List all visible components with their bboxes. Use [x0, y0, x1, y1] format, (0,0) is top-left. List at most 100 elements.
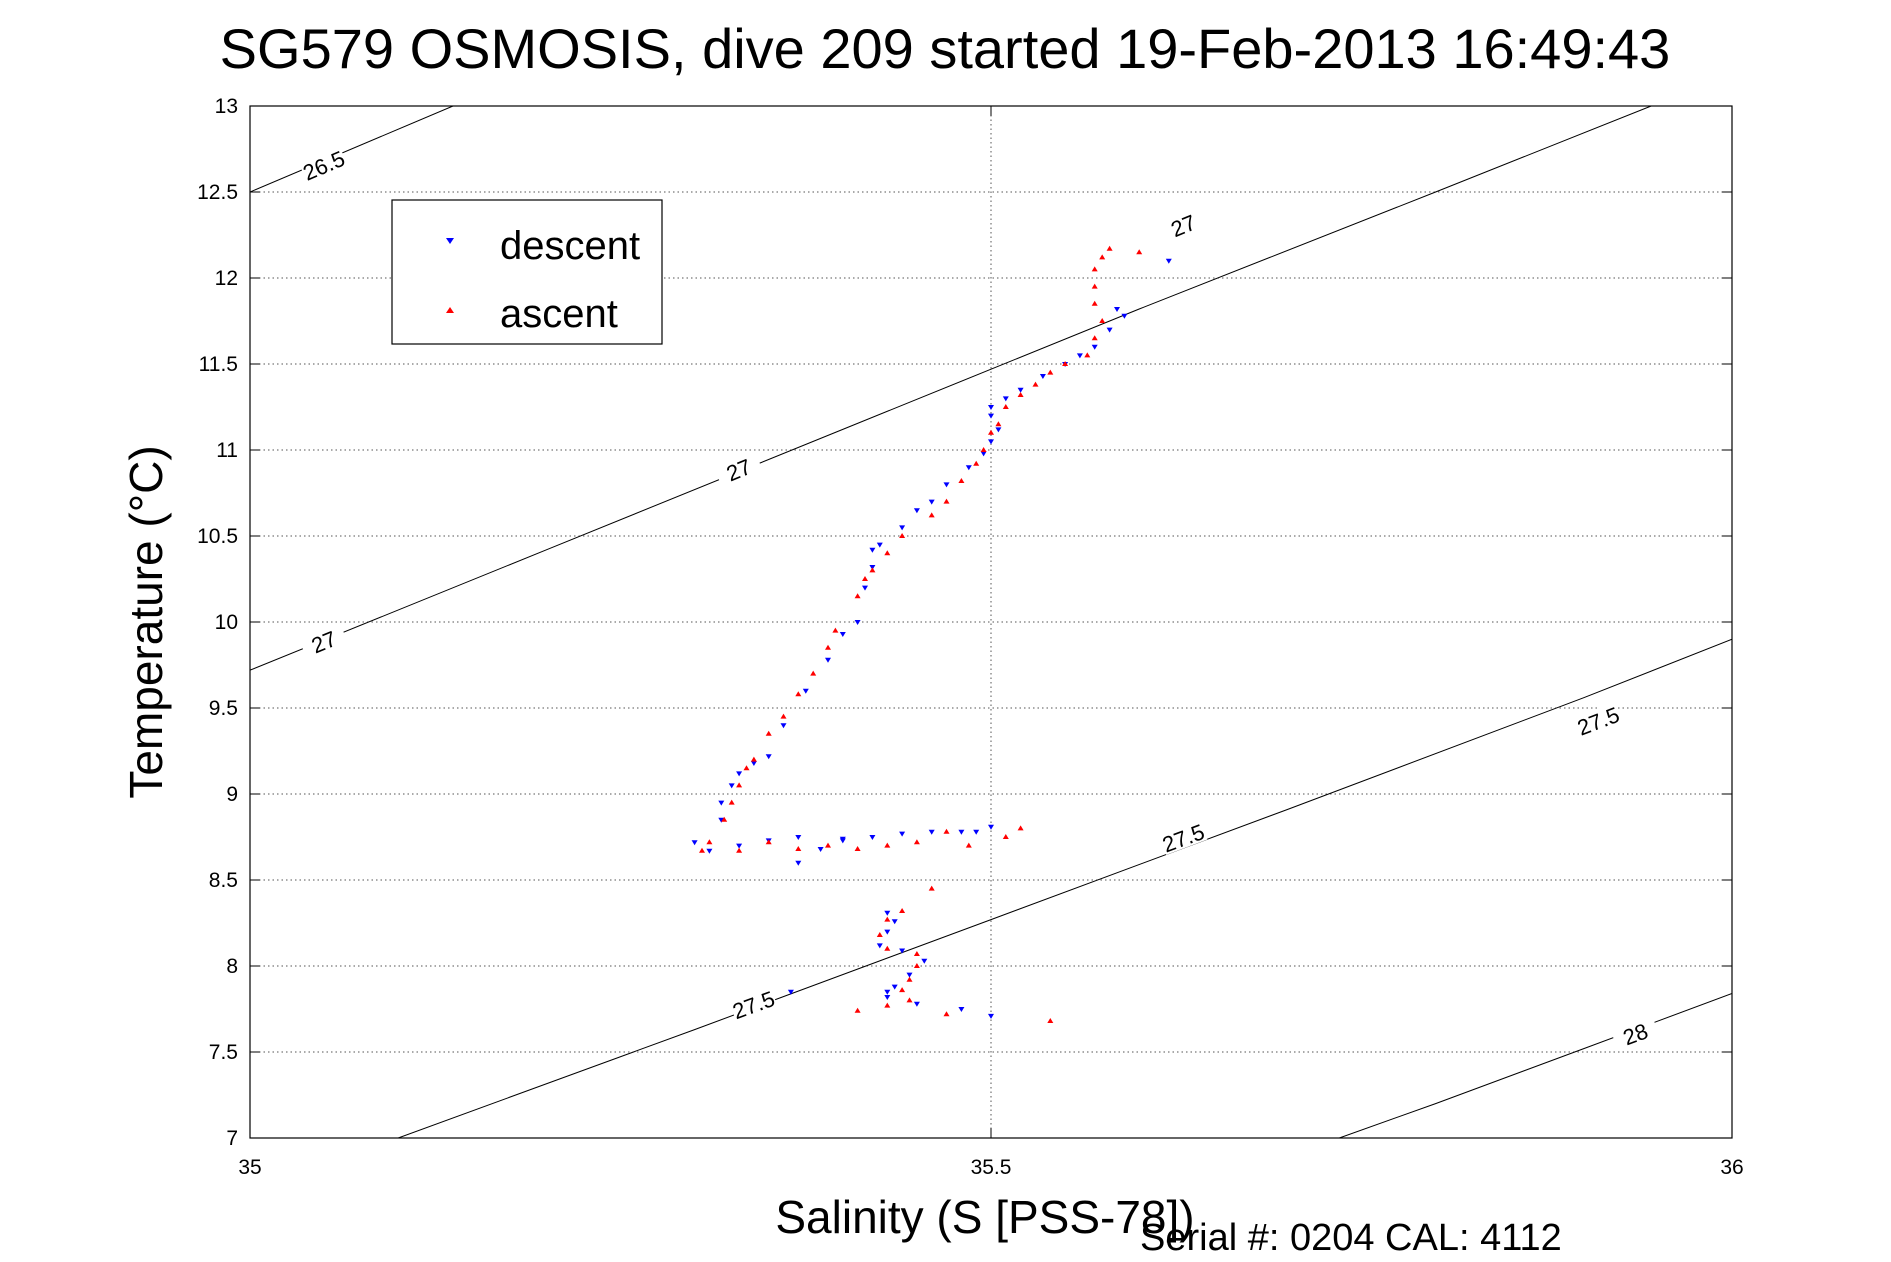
descent-point: [718, 817, 725, 823]
legend: descent ascent: [391, 199, 663, 345]
ascent-point: [1106, 245, 1113, 251]
descent-point: [825, 657, 831, 663]
contour-line-27-5: [398, 638, 1732, 1138]
descent-point: [988, 405, 994, 410]
y-tick-label: 10.5: [197, 525, 238, 548]
ascent-point: [736, 782, 743, 788]
ascent-point: [943, 498, 950, 504]
descent-point: [899, 831, 906, 837]
ascent-point: [884, 1002, 891, 1008]
ascent-point: [832, 627, 839, 633]
ascent-point: [1017, 392, 1024, 397]
y-tick-label: 9: [226, 783, 238, 806]
data-points: [691, 245, 1172, 1023]
ascent-point: [1091, 283, 1098, 289]
ascent-point: [869, 567, 876, 573]
y-tick-label: 9.5: [209, 697, 238, 720]
descent-point: [876, 542, 883, 548]
descent-point: [869, 547, 876, 553]
ascent-point: [1091, 300, 1098, 306]
series-ascent: [699, 245, 1143, 1023]
descent-point: [958, 829, 965, 835]
ascent-point: [988, 429, 994, 435]
descent-point: [884, 929, 891, 935]
ascent-point: [706, 839, 713, 845]
contour-line-28: [1339, 993, 1732, 1138]
ascent-point: [913, 963, 920, 968]
ascent-point: [943, 828, 950, 834]
ascent-point: [795, 691, 802, 697]
ascent-point: [1099, 318, 1106, 323]
ascent-point: [965, 842, 972, 848]
ascent-point: [1062, 361, 1069, 366]
x-tick-label: 36: [1720, 1156, 1743, 1179]
ascent-point: [1047, 369, 1054, 375]
descent-point: [899, 525, 906, 531]
serial-footer: Serial #: 0204 CAL: 4112: [1140, 1217, 1562, 1259]
y-tick-label: 8: [226, 955, 238, 978]
ascent-point: [1032, 381, 1039, 387]
descent-point: [1114, 307, 1120, 312]
ascent-point: [1099, 254, 1106, 260]
descent-point: [1039, 374, 1046, 379]
ascent-point: [728, 799, 735, 805]
ascent-point: [884, 550, 891, 556]
ascent-point: [1136, 249, 1143, 255]
descent-point: [862, 585, 868, 591]
y-tick-label: 13: [215, 95, 238, 118]
ascent-point: [825, 842, 831, 848]
descent-point: [988, 1013, 994, 1019]
descent-point: [706, 848, 713, 854]
ascent-point: [862, 576, 868, 581]
descent-point: [988, 824, 994, 830]
descent-point: [876, 943, 883, 949]
descent-point: [750, 761, 757, 766]
descent-point: [884, 989, 891, 995]
descent-point: [787, 989, 794, 995]
ascent-point: [1047, 1018, 1054, 1023]
descent-point: [928, 829, 935, 835]
descent-point: [718, 800, 725, 806]
descent-point: [928, 499, 935, 505]
descent-point: [736, 771, 743, 777]
ascent-point: [795, 846, 802, 851]
descent-point: [988, 413, 994, 419]
descent-point: [854, 620, 861, 625]
ascent-point: [825, 644, 831, 650]
ascent-point: [1017, 825, 1024, 831]
legend-descent-marker: [446, 238, 454, 244]
axis-ticks: 35 35.5 36 7 7.5 8 8.5 9 9.5 10 10.5 11 11.5 12 12.5 13: [197, 95, 1744, 1179]
ascent-point: [943, 1011, 950, 1017]
ascent-point: [750, 756, 757, 762]
legend-ascent-marker: [446, 307, 454, 313]
ascent-point: [928, 885, 935, 891]
y-tick-label: 11.5: [199, 353, 238, 376]
contour-line-26-5: [250, 106, 454, 193]
ascent-point: [721, 816, 728, 822]
series-descent: [691, 258, 1172, 1019]
y-axis-label: Temperature (°C): [120, 445, 172, 798]
ascent-point: [899, 908, 906, 913]
x-tick-label: 35.5: [971, 1156, 1012, 1179]
chart-title: SG579 OSMOSIS, dive 209 started 19-Feb-2…: [220, 17, 1671, 80]
ascent-point: [810, 670, 817, 676]
ascent-point: [913, 951, 920, 956]
descent-point: [1017, 387, 1024, 393]
descent-point: [973, 829, 980, 835]
y-tick-label: 12.5: [197, 181, 238, 204]
descent-point: [906, 972, 913, 978]
descent-point: [1091, 344, 1098, 350]
descent-point: [795, 860, 802, 866]
descent-point: [869, 835, 876, 840]
ascent-point: [699, 847, 705, 853]
ascent-point: [958, 478, 965, 483]
ascent-point: [854, 846, 861, 851]
descent-point: [802, 688, 809, 694]
grid-lines: [250, 106, 1732, 1138]
ascent-point: [736, 847, 743, 853]
descent-point: [913, 508, 920, 514]
ascent-point: [1091, 266, 1098, 272]
descent-point: [780, 723, 787, 729]
